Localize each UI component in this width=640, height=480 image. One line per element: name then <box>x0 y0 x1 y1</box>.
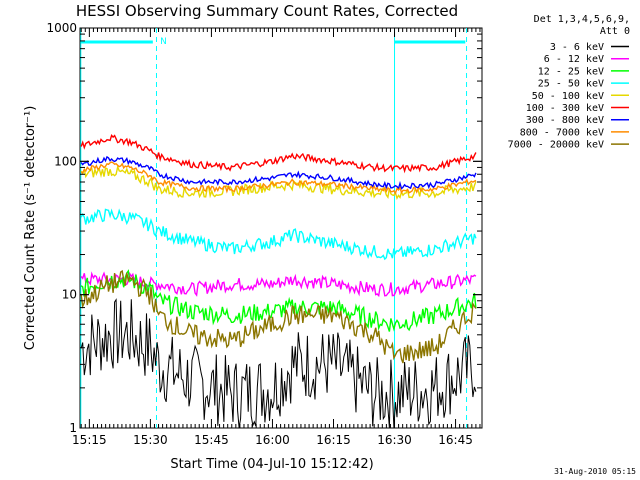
x-tick-label: 15:45 <box>194 433 229 447</box>
tick-labels: 15:15 15:30 15:45 16:00 16:15 16:30 16:45 1 10 10… <box>46 21 472 447</box>
legend-entry-label: 6 - 12 keV <box>544 54 604 65</box>
y-tick-label: 100 <box>54 154 77 168</box>
x-tick-label: 15:15 <box>72 433 107 447</box>
x-tick-label: 16:00 <box>255 433 290 447</box>
chart-title: HESSI Observing Summary Count Rates, Cor… <box>76 2 458 20</box>
series-line-3 <box>80 208 477 261</box>
axis-ticks <box>80 27 482 429</box>
legend-entry-label: 3 - 6 keV <box>550 42 604 53</box>
legend-entry-label: 50 - 100 keV <box>532 91 604 102</box>
x-tick-label: 15:30 <box>133 433 168 447</box>
annotation-label: N <box>160 37 167 47</box>
series-line-0 <box>80 298 477 429</box>
y-axis-label: Corrected Count Rate (s⁻¹ detector⁻¹) <box>23 106 38 351</box>
series-line-2 <box>80 269 477 332</box>
series-line-6 <box>80 155 477 190</box>
x-tick-label: 16:30 <box>377 433 412 447</box>
legend-title: Det 1,3,4,5,6,9, <box>534 14 630 25</box>
legend-entry-label: 7000 - 20000 keV <box>508 140 604 151</box>
annotation-layer: N <box>160 37 167 47</box>
legend-entry-label: 800 - 7000 keV <box>520 127 604 138</box>
series-line-7 <box>81 161 477 195</box>
y-tick-label: 10 <box>62 288 77 302</box>
legend-entry-label: 100 - 300 keV <box>526 103 604 114</box>
legend-entry-label: 25 - 50 keV <box>538 79 604 90</box>
legend-title: Att 0 <box>600 26 630 37</box>
legend-entry-label: 300 - 800 keV <box>526 115 604 126</box>
series-layer <box>80 133 477 429</box>
x-tick-label: 16:45 <box>438 433 473 447</box>
series-line-8 <box>80 269 477 364</box>
plot-border <box>79 27 483 429</box>
x-tick-label: 16:15 <box>316 433 351 447</box>
plot-frame <box>79 27 483 429</box>
series-line-4 <box>80 164 477 201</box>
y-tick-label: 1000 <box>46 21 77 35</box>
series-line-5 <box>80 133 477 174</box>
x-axis-label: Start Time (04-Jul-10 15:12:42) <box>170 457 373 472</box>
legend-entry-label: 12 - 25 keV <box>538 66 604 77</box>
footer-date: 31-Aug-2010 05:15 <box>554 467 636 476</box>
y-tick-label: 1 <box>69 421 77 435</box>
